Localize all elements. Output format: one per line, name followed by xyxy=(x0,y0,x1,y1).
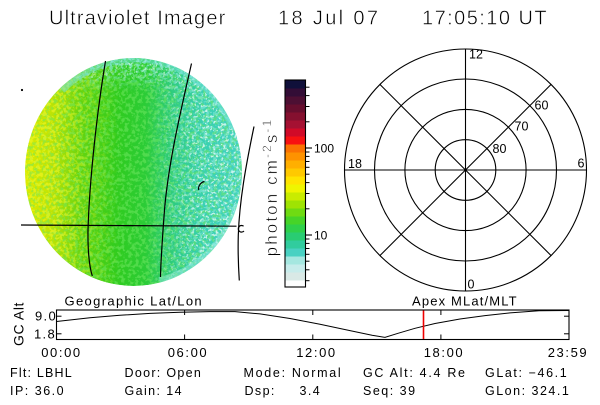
svg-text:Seq: 39: Seq: 39 xyxy=(363,384,417,398)
svg-text:18:00: 18:00 xyxy=(424,345,465,360)
svg-text:Door: Open: Door: Open xyxy=(125,366,203,380)
svg-text:1.8: 1.8 xyxy=(34,327,56,342)
svg-text:12:00: 12:00 xyxy=(296,345,337,360)
svg-text:Dsp:: Dsp: xyxy=(245,384,276,398)
svg-text:23:59: 23:59 xyxy=(548,345,589,360)
svg-text:6: 6 xyxy=(578,157,585,171)
svg-text:9.0: 9.0 xyxy=(35,309,57,324)
svg-text:IP: 36.0: IP: 36.0 xyxy=(10,384,65,398)
svg-text:Mode: Normal: Mode: Normal xyxy=(244,366,343,380)
svg-text:Apex MLat/MLT: Apex MLat/MLT xyxy=(412,294,518,309)
svg-text:Geographic Lat/Lon: Geographic Lat/Lon xyxy=(65,294,204,309)
svg-text:0: 0 xyxy=(468,278,475,292)
svg-text:70: 70 xyxy=(515,120,529,134)
svg-text:18 Jul 07: 18 Jul 07 xyxy=(278,8,380,30)
svg-text:3.4: 3.4 xyxy=(300,384,322,398)
svg-text:00:00: 00:00 xyxy=(41,345,82,360)
svg-text:photon cm-2s-1: photon cm-2s-1 xyxy=(260,118,281,257)
svg-text:18: 18 xyxy=(348,157,362,171)
svg-text:GC Alt: GC Alt xyxy=(11,302,27,346)
svg-text:60: 60 xyxy=(535,99,549,113)
svg-text:GC Alt: 4.4 Re: GC Alt: 4.4 Re xyxy=(363,366,467,380)
svg-text:17:05:10 UT: 17:05:10 UT xyxy=(422,8,548,30)
svg-text:80: 80 xyxy=(493,142,507,156)
svg-text:10: 10 xyxy=(314,229,328,243)
svg-text:GLon: 324.1: GLon: 324.1 xyxy=(485,384,570,398)
svg-text:Gain: 14: Gain: 14 xyxy=(125,384,183,398)
svg-text:100: 100 xyxy=(314,142,334,156)
svg-text:GLat: −46.1: GLat: −46.1 xyxy=(485,366,568,380)
svg-text:06:00: 06:00 xyxy=(168,345,209,360)
svg-text:Flt: LBHL: Flt: LBHL xyxy=(10,366,73,380)
svg-text:12: 12 xyxy=(469,48,483,62)
svg-text:Ultraviolet Imager: Ultraviolet Imager xyxy=(49,8,226,30)
